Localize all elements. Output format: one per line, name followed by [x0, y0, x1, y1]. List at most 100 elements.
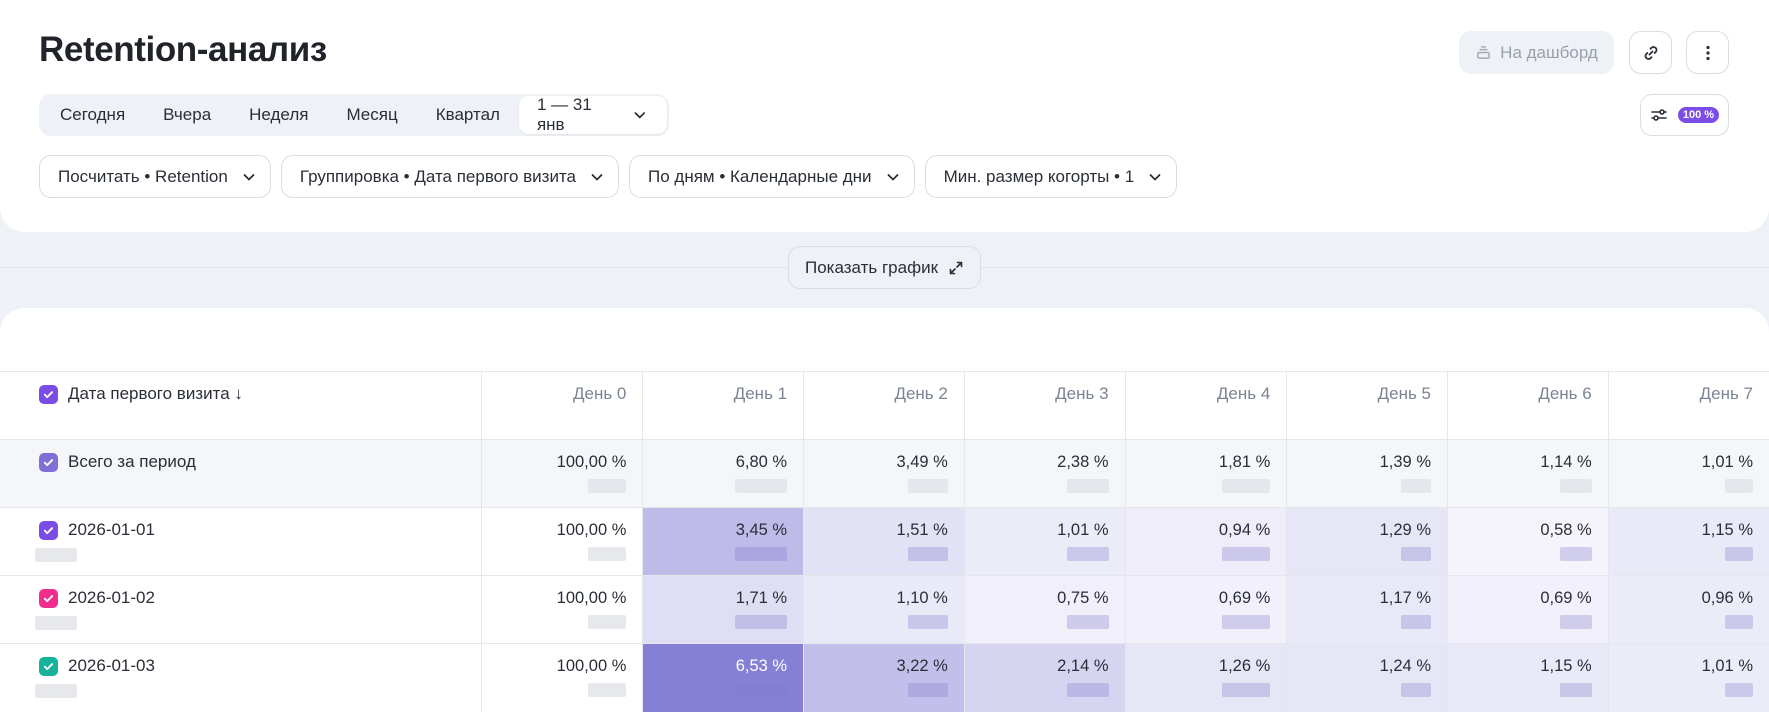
filter-label: Мин. размер когорты • 1	[943, 166, 1135, 186]
row-checkbox[interactable]	[39, 520, 58, 540]
row-label-group: 2026-01-03	[39, 656, 481, 676]
retention-cell[interactable]: 1,01 %	[1607, 439, 1769, 508]
retention-value: 0,69 %	[1218, 589, 1271, 607]
period-month[interactable]: Месяц	[346, 105, 398, 124]
grouping-filter-button[interactable]: Группировка • Дата первого визита	[280, 155, 620, 198]
sampling-badge: 100 %	[1677, 107, 1720, 123]
redacted-count	[907, 547, 948, 561]
period-week[interactable]: Неделя	[249, 105, 309, 124]
redacted-count	[1559, 615, 1592, 629]
redacted-count	[1725, 683, 1753, 697]
retention-value: 1,01 %	[1701, 453, 1753, 471]
report-settings-button[interactable]: 100 %	[1640, 94, 1729, 136]
select-all-checkbox[interactable]	[39, 384, 58, 404]
retention-cell[interactable]: 1,51 %	[803, 507, 965, 576]
retention-cell[interactable]: 6,53 %	[642, 643, 804, 712]
retention-cell[interactable]: 6,80 %	[642, 439, 804, 508]
column-header-day[interactable]: День 2	[803, 371, 965, 440]
retention-cell[interactable]: 1,24 %	[1286, 643, 1448, 712]
retention-cell[interactable]: 0,69 %	[1124, 575, 1287, 644]
period-quarter[interactable]: Квартал	[435, 105, 500, 124]
retention-cell[interactable]: 0,96 %	[1607, 575, 1769, 644]
redacted-count	[735, 615, 788, 629]
row-checkbox[interactable]	[39, 656, 58, 676]
total-row[interactable]: Всего за период 100,00 % 6,80 % 3,49 % 2,38 …	[0, 439, 1769, 508]
retention-cell[interactable]: 1,26 %	[1124, 643, 1287, 712]
retention-cell[interactable]: 1,14 %	[1447, 439, 1609, 508]
row-label-group: 2026-01-01	[39, 520, 481, 540]
retention-value: 1,10 %	[896, 589, 948, 607]
show-chart-button[interactable]: Показать график	[788, 246, 981, 289]
redacted-count	[907, 683, 948, 697]
redacted-count	[1066, 547, 1109, 561]
metric-filter-button[interactable]: Посчитать • Retention	[39, 155, 271, 198]
retention-cell[interactable]: 100,00 %	[480, 643, 643, 712]
retention-cell[interactable]: 1,71 %	[642, 575, 804, 644]
period-today[interactable]: Сегодня	[60, 105, 126, 124]
column-header-day[interactable]: День 6	[1447, 371, 1609, 440]
retention-cell[interactable]: 1,29 %	[1286, 507, 1448, 576]
retention-value: 3,45 %	[735, 521, 788, 539]
column-header-day[interactable]: День 3	[963, 371, 1126, 440]
redacted-count	[1725, 547, 1753, 561]
cohort-size-filter-button[interactable]: Мин. размер когорты • 1	[924, 155, 1178, 198]
column-header-day[interactable]: День 5	[1286, 371, 1448, 440]
retention-value: 1,39 %	[1379, 453, 1431, 471]
chevron-down-icon	[1149, 173, 1161, 180]
retention-cell[interactable]: 0,69 %	[1447, 575, 1609, 644]
retention-cell[interactable]: 1,81 %	[1124, 439, 1287, 508]
interval-filter-button[interactable]: По дням • Календарные дни	[629, 155, 915, 198]
copy-link-button[interactable]	[1629, 31, 1672, 74]
column-header-first-visit[interactable]: Дата первого визита ↓	[0, 371, 482, 440]
retention-value: 6,53 %	[735, 657, 788, 675]
column-header-day[interactable]: День 4	[1124, 371, 1287, 440]
row-checkbox[interactable]	[39, 452, 58, 472]
retention-cell[interactable]: 1,17 %	[1286, 575, 1448, 644]
retention-cell[interactable]: 3,49 %	[803, 439, 965, 508]
redacted-count	[1401, 615, 1431, 629]
retention-cell[interactable]: 1,10 %	[803, 575, 965, 644]
add-to-dashboard-button[interactable]: На дашборд	[1459, 31, 1614, 74]
retention-cell[interactable]: 100,00 %	[480, 507, 643, 576]
retention-cell[interactable]: 1,01 %	[1607, 643, 1769, 712]
row-label: 2026-01-02	[68, 588, 155, 607]
redacted-count	[1222, 547, 1271, 561]
retention-cell[interactable]: 3,45 %	[642, 507, 804, 576]
retention-cell[interactable]: 3,22 %	[803, 643, 965, 712]
retention-value: 1,15 %	[1701, 521, 1753, 539]
column-header-day[interactable]: День 7	[1607, 371, 1769, 440]
retention-value: 1,01 %	[1057, 521, 1109, 539]
more-menu-button[interactable]	[1686, 31, 1729, 74]
period-yesterday[interactable]: Вчера	[163, 105, 212, 124]
row-checkbox[interactable]	[39, 588, 58, 608]
retention-cell[interactable]: 0,75 %	[963, 575, 1126, 644]
period-custom-range[interactable]: 1 — 31 янв	[518, 95, 667, 134]
row-label: 2026-01-01	[68, 520, 155, 539]
retention-cell[interactable]: 0,58 %	[1447, 507, 1609, 576]
retention-value: 1,71 %	[735, 589, 788, 607]
period-selector: Сегодня Вчера Неделя Месяц Квартал 1 — 3…	[39, 94, 669, 136]
retention-value: 3,49 %	[896, 453, 948, 471]
retention-cell[interactable]: 2,38 %	[963, 439, 1126, 508]
check-icon	[43, 390, 54, 398]
retention-cell[interactable]: 1,15 %	[1607, 507, 1769, 576]
table-row[interactable]: 2026-01-01 100,00 % 3,45 % 1,51 % 1,01 % 0,94…	[0, 507, 1769, 576]
show-chart-label: Показать график	[804, 257, 939, 277]
retention-cell[interactable]: 1,15 %	[1447, 643, 1609, 712]
check-icon	[43, 458, 54, 466]
redacted-count	[1222, 479, 1271, 493]
retention-cell[interactable]: 0,94 %	[1124, 507, 1287, 576]
retention-cell[interactable]: 100,00 %	[480, 575, 643, 644]
retention-cell[interactable]: 2,14 %	[963, 643, 1126, 712]
retention-value: 1,29 %	[1379, 521, 1431, 539]
row-label-group: Всего за период	[39, 452, 481, 472]
table-row[interactable]: 2026-01-02 100,00 % 1,71 % 1,10 % 0,75 % 0,69…	[0, 575, 1769, 644]
period-range-label: 1 — 31 янв	[536, 95, 592, 134]
retention-cell[interactable]: 1,39 %	[1286, 439, 1448, 508]
retention-cell[interactable]: 1,01 %	[963, 507, 1126, 576]
retention-cell[interactable]: 100,00 %	[480, 439, 643, 508]
redacted-count	[1066, 683, 1109, 697]
column-header-day[interactable]: День 0	[480, 371, 643, 440]
column-header-day[interactable]: День 1	[642, 371, 804, 440]
table-row[interactable]: 2026-01-03 100,00 % 6,53 % 3,22 % 2,14 % 1,26…	[0, 643, 1769, 712]
